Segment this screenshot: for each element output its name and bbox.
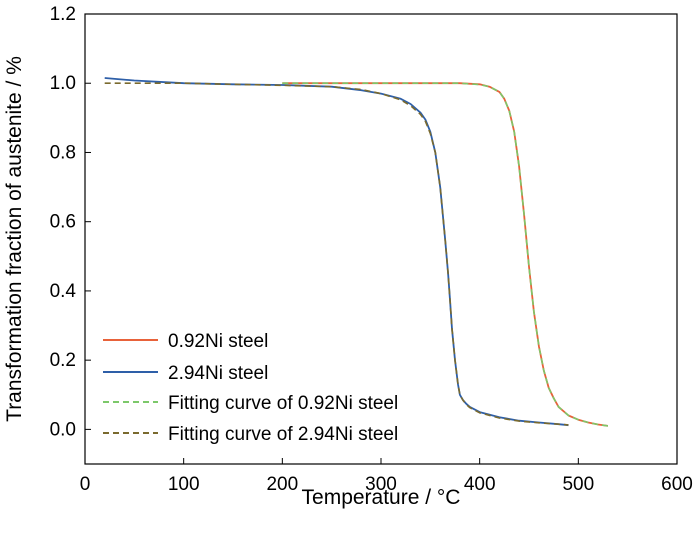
y-tick-label: 0.4	[50, 281, 77, 302]
y-tick-label: 0.6	[50, 212, 76, 233]
x-tick-label: 100	[168, 474, 200, 495]
series-line-0	[282, 82, 609, 427]
x-tick-label: 500	[562, 474, 594, 495]
x-tick-label: 600	[661, 474, 693, 495]
x-axis-title: Temperature / °C	[302, 486, 461, 509]
legend: 0.92Ni steel 2.94Ni steel Fitting curve of…	[103, 331, 398, 445]
legend-label: Fitting curve of 2.94Ni steel	[168, 424, 398, 445]
x-tick-label: 300	[365, 474, 397, 495]
y-tick-label: 1.0	[50, 73, 76, 94]
x-tick-label: 0	[80, 474, 91, 495]
series-line-3	[104, 82, 569, 426]
x-tick-label: 200	[266, 474, 298, 495]
y-tick-label: 0.2	[50, 350, 76, 371]
series-layer	[104, 77, 609, 427]
y-tick-label: 0.0	[50, 419, 76, 440]
legend-label: Fitting curve of 0.92Ni steel	[168, 393, 398, 414]
y-tick-label: 1.2	[50, 4, 76, 25]
y-tick-label: 0.8	[50, 142, 76, 163]
ticks-layer: 0 100 200 300 400 500 600 0.0 0.2 0.4 0.6 0.8 1.0 1.2	[50, 4, 693, 495]
y-axis-title: Transformation fraction of austenite / %	[3, 56, 26, 422]
legend-label: 2.94Ni steel	[168, 363, 268, 384]
x-tick-label: 400	[464, 474, 496, 495]
series-line-2	[282, 82, 609, 427]
legend-label: 0.92Ni steel	[168, 331, 268, 352]
